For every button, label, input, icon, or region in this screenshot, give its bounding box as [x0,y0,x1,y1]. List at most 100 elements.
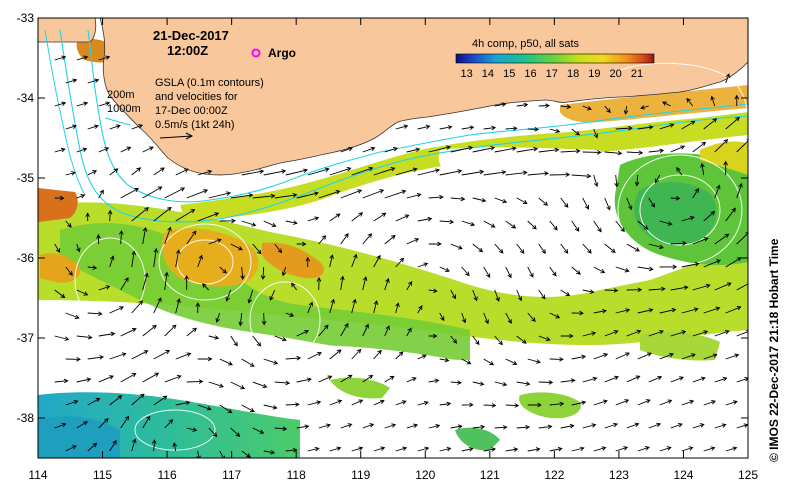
velocity-arrow [538,147,560,153]
velocity-arrow [175,209,196,222]
velocity-arrow [186,189,209,199]
velocity-arrow [65,445,77,452]
velocity-arrow [76,55,89,61]
velocity-arrow [439,401,452,407]
velocity-arrow [260,266,266,280]
x-tick-label: 122 [544,468,564,482]
velocity-arrow [142,146,154,153]
y-tick-label: -37 [17,331,35,345]
velocity-arrow [120,415,130,429]
velocity-arrow [98,55,111,61]
velocity-arrow [648,148,665,154]
velocity-arrow [285,355,302,361]
velocity-arrow [582,105,592,111]
velocity-arrow [318,375,333,383]
velocity-arrow [263,169,287,176]
velocity-arrow [703,353,718,360]
velocity-arrow [450,243,463,250]
isobath-legend-line [104,117,131,126]
y-tick-label: -38 [17,411,35,425]
velocity-arrow [439,169,463,176]
velocity-arrow [560,333,574,339]
credit-label: © IMOS 22-Dec-2017 21:18 Hobart Time [767,238,781,462]
velocity-arrow [615,399,630,406]
velocity-arrow [472,145,496,153]
velocity-arrow [516,146,539,153]
velocity-arrow [648,329,664,337]
velocity-arrow [395,351,404,360]
velocity-arrow [186,327,198,337]
isobath-inner-west [44,29,86,196]
velocity-arrow [65,266,73,276]
velocity-arrow [604,197,611,211]
velocity-arrow [648,286,666,292]
velocity-arrow [710,95,716,107]
velocity-arrow [329,446,342,452]
velocity-arrow [593,266,606,274]
velocity-arrow [263,358,279,365]
velocity-arrow [395,446,408,452]
velocity-arrow [329,399,343,406]
velocity-arrow [692,376,706,383]
velocity-arrow [395,167,418,176]
velocity-arrow [98,331,116,337]
velocity-arrow [626,150,644,156]
y-axis: -33 -34 -35 -36 -37 -38 [17,11,748,425]
velocity-arrow [428,194,444,200]
velocity-arrow [725,305,742,314]
date-label: 21-Dec-2017 [153,28,229,43]
velocity-arrow [472,197,487,203]
gsla-text-line2: and velocities for [155,91,238,103]
x-tick-label: 124 [673,468,693,482]
velocity-arrow [494,243,504,254]
velocity-arrow [494,381,508,387]
velocity-arrow [714,282,732,291]
velocity-arrow [142,372,160,383]
velocity-arrow [131,393,145,406]
velocity-arrow [197,404,212,411]
velocity-arrow [516,381,531,386]
time-label: 12:00Z [167,43,208,58]
velocity-arrow [614,174,619,188]
velocity-arrow [153,350,171,360]
velocity-arrow [560,423,575,429]
velocity-arrow [87,265,98,270]
colorbar-title: 4h comp, p50, all sats [472,38,580,50]
velocity-arrow [65,124,77,130]
velocity-arrow [131,300,144,314]
isobath-label-1000m: 1000m [107,103,141,115]
velocity-arrow [373,349,382,360]
velocity-arrow [230,193,254,199]
velocity-arrow [417,305,423,314]
velocity-arrow [736,376,748,383]
y-tick-label: -33 [17,11,35,25]
velocity-arrow [417,216,433,222]
velocity-arrow [593,174,599,188]
velocity-arrow [384,146,398,153]
velocity-arrow [120,146,132,153]
velocity-arrow [571,266,581,275]
velocity-arrow [296,241,307,247]
velocity-arrow [700,162,705,176]
colorbar-tick-label: 21 [631,68,643,80]
velocity-arrow [241,358,255,367]
velocity-arrow [626,287,643,293]
velocity-arrow [230,335,238,347]
velocity-arrow [362,374,374,383]
velocity-arrow [54,378,69,384]
velocity-arrow [439,125,453,130]
velocity-arrow [538,289,546,300]
velocity-arrow [373,300,379,314]
velocity-arrow [681,120,696,130]
velocity-arrow [197,254,203,268]
velocity-arrow [560,197,569,208]
velocity-arrow [351,166,374,176]
velocity-arrow [461,220,476,227]
velocity-arrow [208,191,232,199]
cloud-gap-4 [38,305,163,389]
velocity-arrow [637,308,654,314]
velocity-arrow [340,374,353,383]
velocity-arrow [164,324,177,337]
velocity-arrow [659,123,675,130]
velocity-arrow [461,358,472,365]
